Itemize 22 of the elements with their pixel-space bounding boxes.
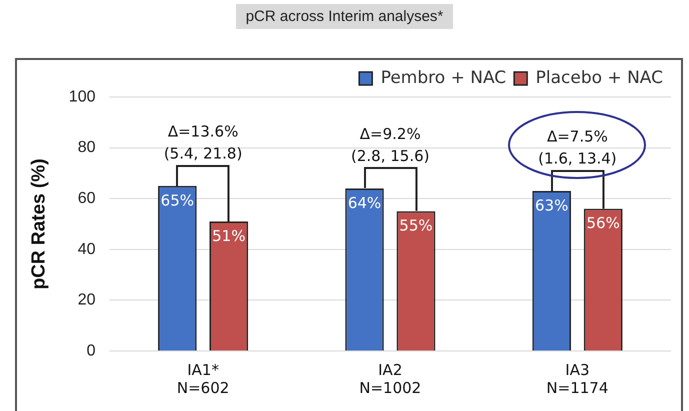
data-label: 51%: [212, 226, 246, 245]
data-label: 63%: [535, 196, 568, 214]
y-tick-label: 40: [78, 240, 96, 258]
y-tick-label: 20: [78, 292, 96, 309]
y-tick-label: 0: [86, 342, 96, 360]
y-axis-title: pCR Rates (%): [28, 158, 50, 290]
legend-label: Pembro + NAC: [380, 68, 506, 88]
chart-title: pCR across Interim analyses*: [236, 4, 454, 29]
legend-label: Placebo + NAC: [536, 68, 663, 88]
data-label: 55%: [399, 216, 433, 235]
x-tick-label: IA1* N=602: [176, 360, 230, 397]
y-tick-label: 60: [78, 190, 96, 208]
y-tick-label: 100: [68, 88, 96, 106]
data-label: 65%: [160, 191, 194, 210]
y-tick-label: 80: [78, 139, 96, 156]
annotation: Δ=13.6% (5.4, 21.8): [164, 122, 242, 162]
data-label: 56%: [586, 214, 620, 232]
annotation: Δ=7.5% (1.6, 13.4): [538, 127, 617, 168]
x-tick-label: IA2 N=1002: [359, 360, 422, 397]
data-label: 64%: [348, 194, 382, 212]
x-tick-label: IA3 N=1174: [546, 360, 608, 397]
annotation: Δ=9.2% (2.8, 15.6): [351, 124, 430, 165]
